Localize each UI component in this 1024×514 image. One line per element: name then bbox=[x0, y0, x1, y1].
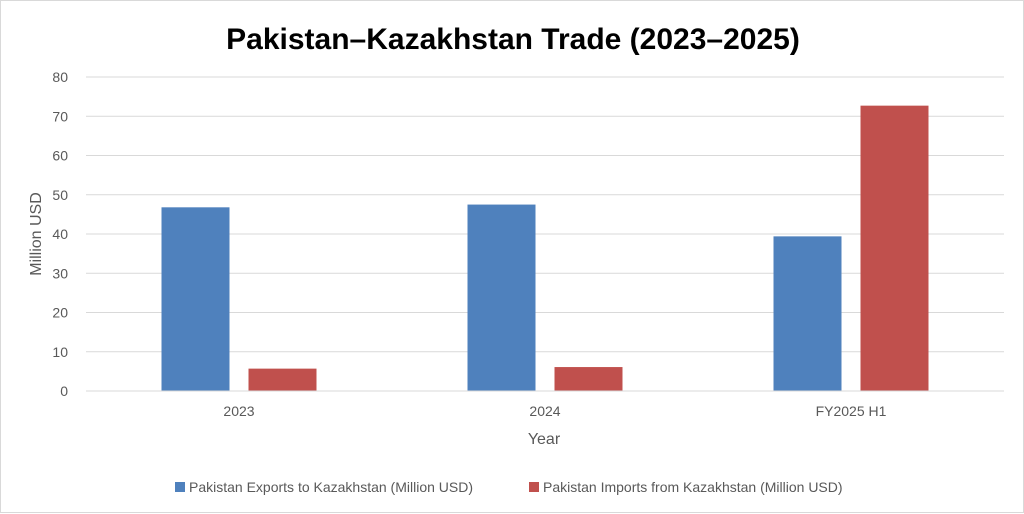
legend-label: Pakistan Imports from Kazakhstan (Millio… bbox=[543, 479, 843, 495]
bar-imports-1 bbox=[554, 367, 623, 391]
y-tick-label: 50 bbox=[52, 187, 68, 203]
y-tick-label: 60 bbox=[52, 148, 68, 164]
legend-swatch bbox=[175, 482, 185, 492]
bar-imports-2 bbox=[860, 105, 929, 391]
y-tick-label: 20 bbox=[52, 305, 68, 321]
bar-exports-0 bbox=[161, 207, 230, 391]
y-axis-title: Million USD bbox=[28, 192, 45, 276]
x-tick-label: 2023 bbox=[223, 403, 254, 419]
y-tick-label: 70 bbox=[52, 108, 68, 124]
legend-label: Pakistan Exports to Kazakhstan (Million … bbox=[189, 479, 473, 495]
x-axis-title: Year bbox=[528, 431, 561, 448]
y-axis-ticks: 0 10 20 30 40 50 60 70 80 bbox=[52, 69, 68, 399]
legend-swatch bbox=[529, 482, 539, 492]
x-tick-label: 2024 bbox=[529, 403, 560, 419]
bar-imports-0 bbox=[248, 368, 317, 391]
x-axis-ticks: 2023 2024 FY2025 H1 bbox=[223, 403, 886, 419]
bars bbox=[161, 105, 929, 391]
y-tick-label: 80 bbox=[52, 69, 68, 85]
legend: Pakistan Exports to Kazakhstan (Million … bbox=[175, 479, 843, 495]
y-tick-label: 10 bbox=[52, 344, 68, 360]
y-tick-label: 30 bbox=[52, 265, 68, 281]
y-tick-label: 40 bbox=[52, 226, 68, 242]
chart-title: Pakistan–Kazakhstan Trade (2023–2025) bbox=[226, 23, 800, 56]
y-tick-label: 0 bbox=[60, 383, 68, 399]
gridlines bbox=[86, 76, 1004, 353]
bar-exports-1 bbox=[467, 204, 536, 391]
bar-exports-2 bbox=[773, 236, 842, 391]
x-tick-label: FY2025 H1 bbox=[816, 403, 887, 419]
